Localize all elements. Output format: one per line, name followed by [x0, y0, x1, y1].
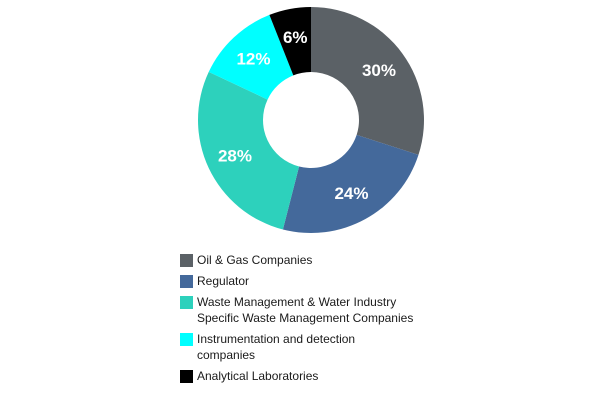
legend: Oil & Gas Companies Regulator Waste Mana…	[180, 252, 510, 389]
slice-label-regulator: 24%	[334, 184, 368, 203]
legend-swatch-waste-management	[180, 296, 193, 309]
slice-oil-gas	[311, 7, 424, 155]
legend-label-oil-gas: Oil & Gas Companies	[197, 253, 313, 267]
legend-swatch-analytical-labs	[180, 370, 193, 383]
legend-swatch-oil-gas	[180, 254, 193, 267]
legend-label-analytical-labs: Analytical Laboratories	[197, 369, 319, 383]
legend-item-oil-gas: Oil & Gas Companies	[180, 252, 510, 268]
slice-instrumentation	[208, 14, 294, 100]
legend-label-waste-management: Waste Management & Water Industry Specif…	[197, 295, 414, 325]
legend-swatch-instrumentation	[180, 333, 193, 346]
slice-label-instrumentation: 12%	[236, 49, 270, 68]
slice-label-waste-management: 28%	[218, 146, 252, 165]
legend-label-instrumentation: Instrumentation and detection companies	[197, 332, 356, 362]
slice-analytical-labs	[269, 7, 311, 76]
legend-label-regulator: Regulator	[197, 274, 250, 288]
legend-item-waste-management: Waste Management & Water Industry Specif…	[180, 294, 510, 326]
legend-item-regulator: Regulator	[180, 273, 510, 289]
legend-item-instrumentation: Instrumentation and detection companies	[180, 331, 510, 363]
legend-swatch-regulator	[180, 275, 193, 288]
slice-regulator	[282, 134, 419, 233]
slice-waste-management	[198, 71, 300, 230]
donut-plot: 30% 24% 28% 12% 6%	[198, 7, 424, 233]
slice-label-oil-gas: 30%	[362, 61, 396, 80]
legend-item-analytical-labs: Analytical Laboratories	[180, 368, 510, 384]
slice-label-analytical-labs: 6%	[283, 28, 308, 47]
